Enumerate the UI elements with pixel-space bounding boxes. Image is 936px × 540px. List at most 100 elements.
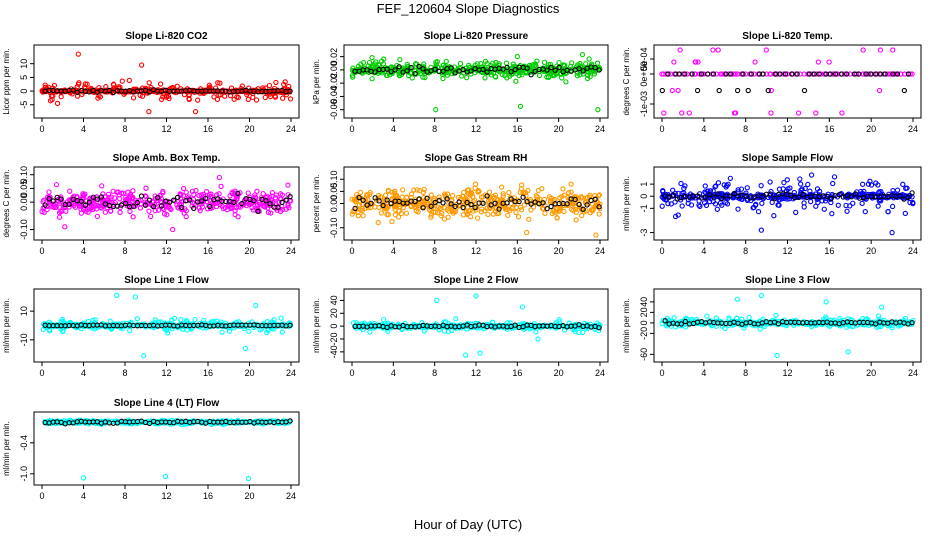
data-point-outlier (132, 294, 139, 300)
data-point-black (275, 204, 281, 210)
data-point-black (897, 193, 903, 199)
x-tick-label: 4 (701, 124, 706, 134)
x-tick-label: 12 (471, 368, 481, 378)
data-point-black (806, 71, 812, 77)
data-point (768, 110, 774, 116)
data-point-outlier (80, 475, 87, 481)
data-point-black (404, 200, 410, 206)
x-tick-label: 12 (161, 124, 171, 134)
data-point (560, 186, 566, 192)
data-point (192, 316, 198, 323)
data-point (231, 96, 237, 102)
data-point (367, 68, 373, 74)
x-tick-label: 20 (866, 246, 876, 256)
data-point (853, 71, 860, 77)
x-tick-label: 12 (471, 124, 481, 134)
data-point (251, 324, 257, 331)
data-point (229, 204, 235, 210)
data-point (385, 187, 391, 193)
data-point (587, 65, 593, 71)
data-point (713, 183, 719, 189)
data-point (136, 321, 142, 328)
data-point-black (707, 191, 713, 198)
data-point-black (452, 203, 458, 210)
data-point (791, 189, 797, 196)
data-point (278, 315, 284, 321)
data-point (768, 87, 774, 94)
data-point-black (456, 199, 462, 205)
data-point (391, 201, 398, 207)
data-point (826, 59, 832, 65)
data-point-black (432, 66, 438, 72)
x-tick-label: 0 (349, 124, 354, 134)
data-point-outlier (517, 103, 524, 110)
data-point-black (496, 206, 502, 212)
data-point (867, 178, 873, 184)
data-point (578, 195, 584, 201)
data-point (797, 176, 803, 182)
data-point (682, 183, 688, 189)
x-tick-label: 20 (244, 124, 254, 134)
data-point-black (420, 205, 426, 211)
data-point (568, 189, 574, 195)
data-point (123, 197, 129, 203)
data-point-black (380, 202, 386, 209)
x-tick-label: 24 (908, 124, 918, 134)
data-point-black (472, 204, 478, 211)
data-point-black (710, 71, 717, 77)
data-point-black (78, 198, 84, 204)
data-point (572, 206, 579, 213)
x-tick-label: 4 (701, 368, 706, 378)
x-tick-label: 0 (659, 368, 664, 378)
x-tick-label: 24 (286, 246, 296, 256)
data-point (378, 210, 385, 216)
data-point (360, 326, 366, 333)
data-point (693, 59, 699, 65)
data-point-black (673, 71, 679, 77)
x-tick-label: 4 (81, 124, 86, 134)
data-point-black (524, 65, 530, 71)
x-tick-label: 8 (122, 246, 127, 256)
x-tick-label: 16 (824, 246, 834, 256)
data-point-black (592, 65, 598, 71)
data-point (697, 203, 703, 210)
data-point (890, 47, 896, 53)
data-point-black (146, 420, 153, 427)
x-tick-label: 20 (244, 368, 254, 378)
data-point (428, 214, 434, 220)
data-point-black (412, 198, 418, 205)
data-point (82, 191, 88, 197)
data-point (597, 66, 603, 72)
data-point (385, 212, 391, 218)
data-point (408, 191, 415, 197)
data-point-black (816, 71, 822, 77)
data-point-black (460, 66, 466, 73)
data-point (703, 202, 710, 209)
data-point (776, 202, 782, 208)
y-tick-label: -10 (19, 333, 29, 346)
data-point (474, 215, 481, 221)
data-point (588, 207, 595, 213)
data-point (353, 199, 359, 205)
data-point (584, 194, 591, 201)
data-point (502, 72, 508, 79)
data-point (56, 214, 63, 220)
data-point-black (868, 71, 874, 77)
data-point (541, 59, 548, 66)
data-point-outlier (845, 349, 851, 355)
y-tick-label: -3 (639, 229, 649, 237)
data-point-black (524, 199, 530, 205)
data-point (460, 193, 466, 200)
data-point-black (146, 197, 153, 203)
data-point (529, 69, 535, 75)
data-point (362, 197, 369, 203)
data-point (677, 47, 683, 53)
data-point (505, 212, 511, 219)
data-point-black (824, 193, 830, 199)
data-point (160, 94, 166, 100)
data-point (518, 207, 525, 213)
data-point-black (440, 200, 446, 206)
data-point (723, 184, 729, 190)
